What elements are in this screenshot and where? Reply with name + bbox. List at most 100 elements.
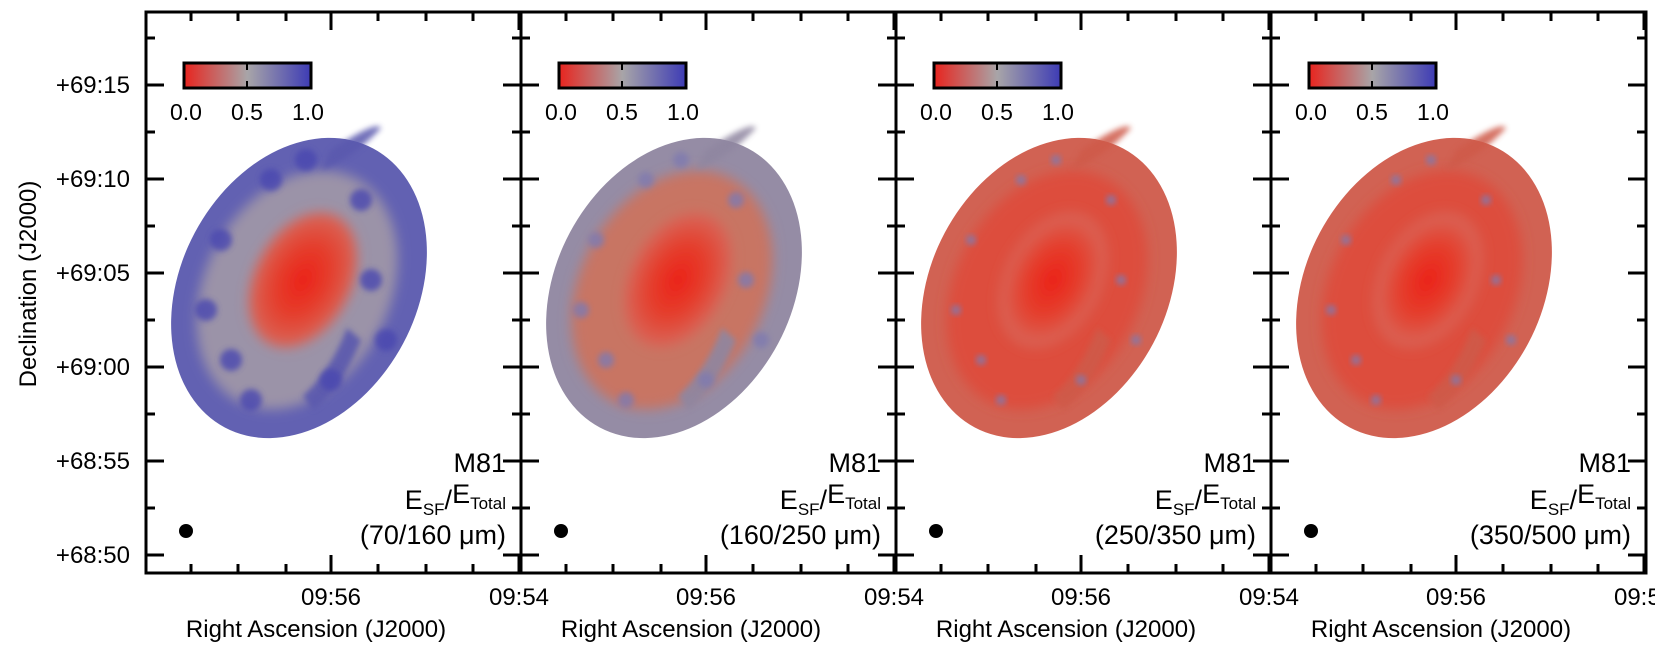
x-tick-label: 09:56 (301, 584, 361, 611)
ratio-label: ESF/ETotal (1530, 479, 1631, 519)
x-axis-label: Right Ascension (J2000) (561, 616, 821, 643)
ratio-label-part: E (780, 485, 798, 515)
y-tick-labels: +69:15 +69:10 +69:05 +69:00 +68:55 +68:5… (56, 72, 130, 569)
star-forming-knot (320, 369, 342, 391)
star-forming-knot (295, 149, 317, 171)
ratio-label-part: SF (423, 500, 445, 519)
colorbar-label: 0.0 (170, 99, 202, 125)
star-forming-knot (260, 169, 282, 191)
galaxy-core (1373, 212, 1483, 348)
galaxy-upper-arm (321, 126, 381, 170)
star-forming-knot (673, 152, 689, 168)
star-forming-knot (1131, 335, 1141, 345)
band-label: (250/350 μm) (1095, 520, 1256, 550)
star-forming-knot (1116, 275, 1126, 285)
ratio-label-part: / (1195, 485, 1203, 515)
x-tick-label: 09:56 (1051, 584, 1111, 611)
object-name: M81 (1203, 448, 1256, 478)
galaxy-tail-arm (1053, 328, 1111, 410)
star-forming-knot (1326, 305, 1336, 315)
y-tick-label: +68:55 (56, 448, 130, 475)
colorbar-label: 1.0 (1042, 99, 1074, 125)
galaxy-upper-arm (1071, 126, 1131, 170)
ratio-label-part: E (452, 479, 470, 509)
star-forming-knot (210, 229, 232, 251)
star-forming-knot (588, 232, 604, 248)
y-tick-label: +69:15 (56, 72, 130, 99)
beam-size-marker (554, 524, 568, 538)
star-forming-knot (1481, 195, 1491, 205)
band-label: (70/160 μm) (360, 520, 506, 550)
colorbar: 0.0 0.5 1.0 (1295, 61, 1449, 125)
colorbar: 0.0 0.5 1.0 (920, 61, 1074, 125)
star-forming-knot (1076, 375, 1086, 385)
ratio-label-part: E (1530, 485, 1548, 515)
colorbar-label: 0.0 (1295, 99, 1327, 125)
galaxy-upper-arm (696, 126, 756, 170)
star-forming-knot (638, 172, 654, 188)
galaxy-core (623, 212, 733, 348)
y-tick-label: +68:50 (56, 542, 130, 569)
star-forming-knot (728, 192, 744, 208)
ratio-label-part: SF (798, 500, 820, 519)
colorbar-label: 0.5 (606, 99, 638, 125)
star-forming-knot (598, 352, 614, 368)
star-forming-knot (976, 355, 986, 365)
ratio-label-part: E (1155, 485, 1173, 515)
panel-ticks (1271, 12, 1646, 573)
beam-size-marker (929, 524, 943, 538)
panel-frame (1269, 10, 1648, 575)
ratio-label: ESF/ETotal (780, 479, 881, 519)
ratio-label-part: / (445, 485, 453, 515)
star-forming-knot (1051, 155, 1061, 165)
star-forming-knot (1371, 395, 1381, 405)
beam-size-marker (1304, 524, 1318, 538)
colorbar-label: 1.0 (1417, 99, 1449, 125)
x-tick-label: 09:54 (864, 584, 924, 611)
colorbar-label: 0.0 (545, 99, 577, 125)
x-tick-label: 09:56 (676, 584, 736, 611)
star-forming-knot (350, 189, 372, 211)
galaxy-ratio-map (1296, 126, 1552, 439)
beam-size-marker (179, 524, 193, 538)
ratio-label-part: Total (1595, 494, 1631, 513)
band-label: (160/250 μm) (720, 520, 881, 550)
star-forming-knot (698, 372, 714, 388)
colorbar-label: 0.5 (1356, 99, 1388, 125)
y-axis-label: Declination (J2000) (15, 181, 42, 388)
star-forming-knot (240, 389, 262, 411)
object-name: M81 (828, 448, 881, 478)
colorbar-label: 1.0 (292, 99, 324, 125)
panel-ticks (521, 12, 896, 573)
x-axis-label: Right Ascension (J2000) (186, 616, 446, 643)
colorbar-label: 1.0 (667, 99, 699, 125)
galaxy-ratio-map (921, 126, 1177, 439)
x-tick-label: 09:54 (1239, 584, 1299, 611)
object-name: M81 (453, 448, 506, 478)
star-forming-knot (618, 392, 634, 408)
x-tick-label: 09:54 (1614, 584, 1655, 611)
colorbar: 0.0 0.5 1.0 (170, 61, 324, 125)
star-forming-knot (195, 299, 217, 321)
ratio-label-part: Total (470, 494, 506, 513)
star-forming-knot (1491, 275, 1501, 285)
ratio-label-part: / (1570, 485, 1578, 515)
colorbar-label: 0.5 (231, 99, 263, 125)
object-name: M81 (1578, 448, 1631, 478)
ratio-label: ESF/ETotal (1155, 479, 1256, 519)
star-forming-knot (738, 272, 754, 288)
ratio-label-part: E (405, 485, 423, 515)
x-axis-label: Right Ascension (J2000) (936, 616, 1196, 643)
star-forming-knot (375, 329, 397, 351)
y-tick-label: +69:00 (56, 354, 130, 381)
galaxy-core (248, 212, 358, 348)
x-tick-label: 09:54 (489, 584, 549, 611)
galaxy-tail-arm (678, 328, 736, 410)
star-forming-knot (1391, 175, 1401, 185)
